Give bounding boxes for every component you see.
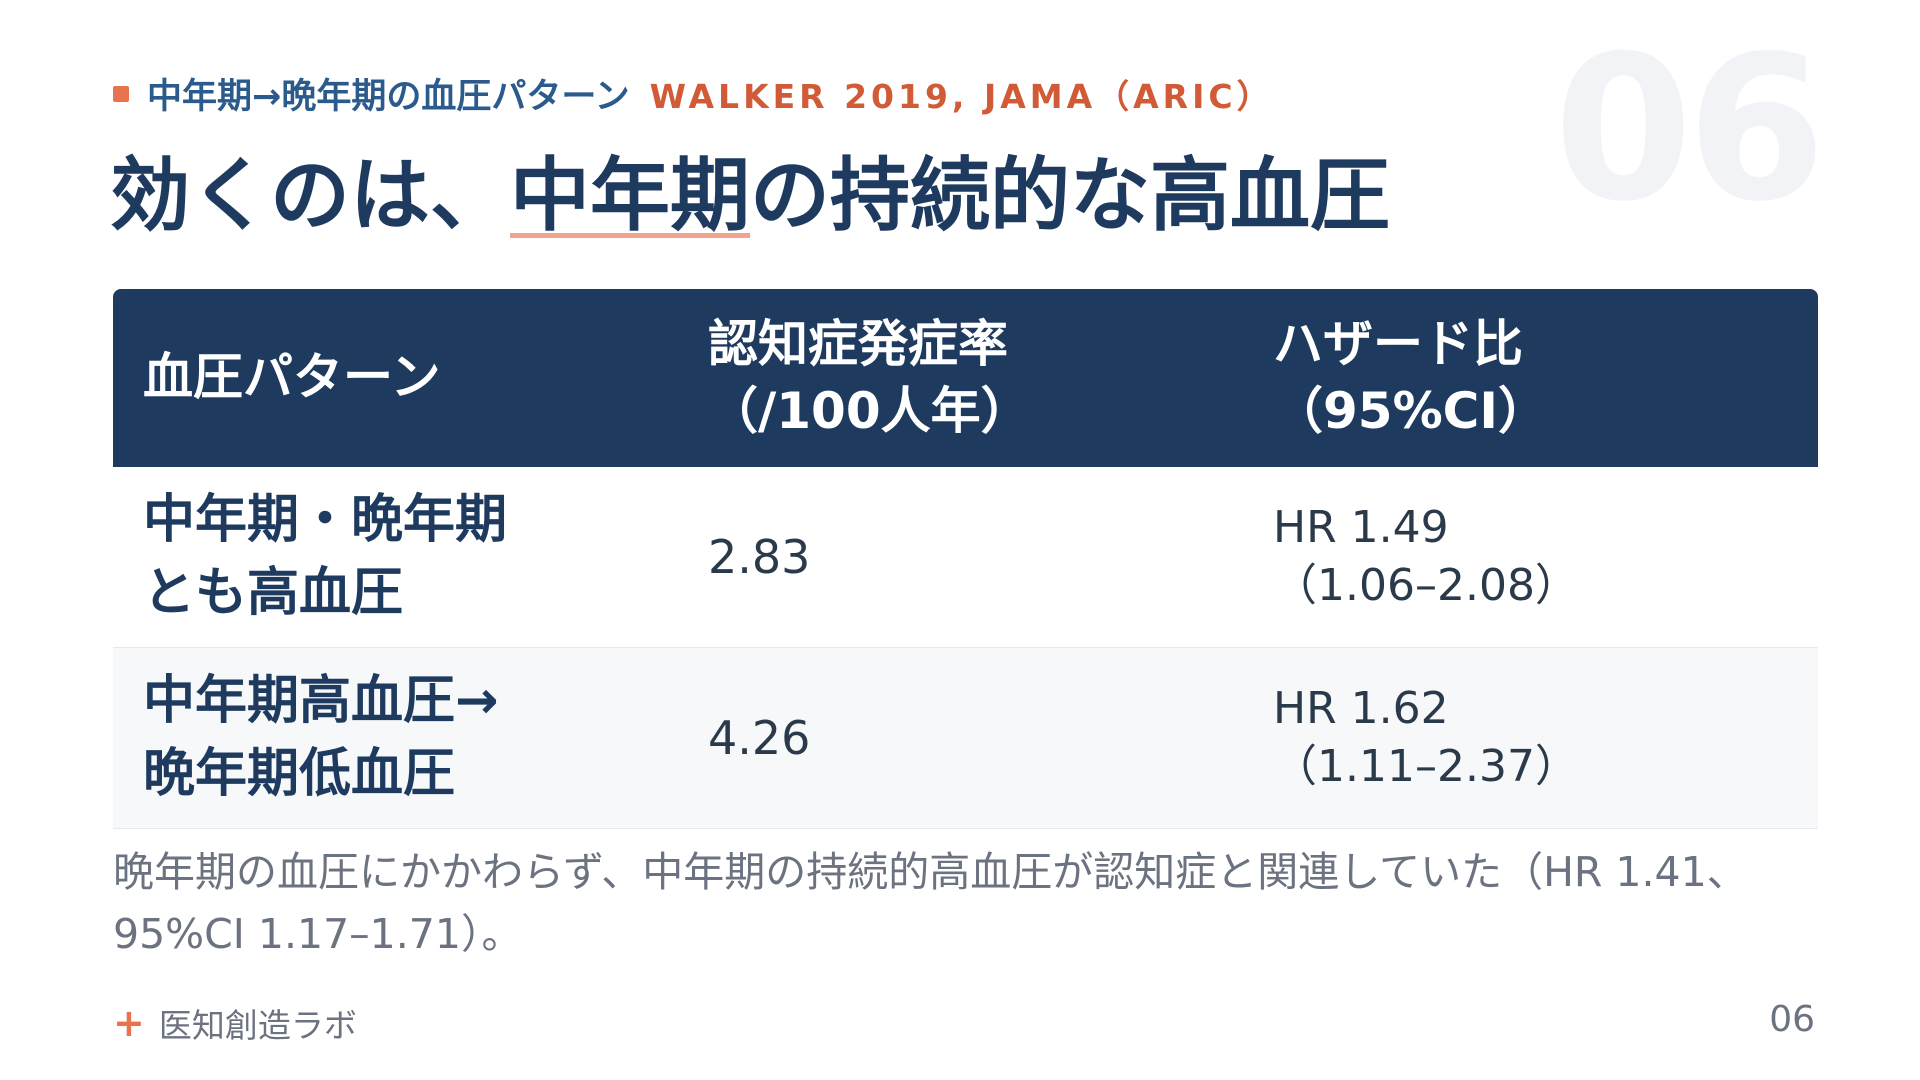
slide-number-watermark: 06 [1553, 13, 1826, 246]
table-header-row: 血圧パターン 認知症発症率 （/100人年） ハザード比 （95%CI） [113, 289, 1818, 467]
cell-hr-value: HR 1.62 [1273, 682, 1449, 734]
cell-hr-value: HR 1.49 [1273, 501, 1449, 553]
table-row: 中年期・晩年期 とも高血圧 2.83 HR 1.49 （1.06–2.08） [113, 467, 1818, 648]
page-number: 06 [1769, 999, 1815, 1040]
header-hr-line1: ハザード比 [1273, 314, 1523, 373]
footnote: 晩年期の血圧にかかわらず、中年期の持続的高血圧が認知症と関連していた（HR 1.… [113, 848, 1748, 958]
kicker-source: WALKER 2019, JAMA（ARIC） [649, 76, 1274, 116]
header-pattern: 血圧パターン [113, 289, 678, 467]
cell-hr: HR 1.62 （1.11–2.37） [1243, 647, 1818, 829]
header-rate-line2: （/100人年） [708, 382, 1031, 440]
cell-pattern-line1: 中年期高血圧→ [143, 671, 499, 732]
header-pattern-label: 血圧パターン [143, 348, 441, 407]
kicker: 中年期→晩年期の血圧パターン WALKER 2019, JAMA（ARIC） [113, 68, 1274, 119]
cell-hr-ci: （1.11–2.37） [1273, 741, 1579, 792]
cell-pattern-line2: とも高血圧 [143, 563, 404, 623]
cell-hr-ci: （1.06–2.08） [1273, 560, 1579, 611]
cell-pattern-line1: 中年期・晩年期 [143, 490, 508, 551]
header-hr-line2: （95%CI） [1273, 382, 1548, 440]
title-prefix: 効くのは、 [110, 149, 510, 242]
blood-pressure-table: 血圧パターン 認知症発症率 （/100人年） ハザード比 （95%CI） 中年期… [113, 289, 1818, 829]
title-highlight: 中年期 [510, 149, 750, 242]
cell-pattern-line2: 晩年期低血圧 [143, 744, 456, 804]
cell-rate: 2.83 [678, 467, 1243, 648]
table-row: 中年期高血圧→ 晩年期低血圧 4.26 HR 1.62 （1.11–2.37） [113, 647, 1818, 829]
title-suffix: の持続的な高血圧 [750, 149, 1390, 242]
square-bullet-icon [113, 85, 129, 102]
cell-rate: 4.26 [678, 647, 1243, 829]
header-hr: ハザード比 （95%CI） [1243, 289, 1818, 467]
header-rate: 認知症発症率 （/100人年） [678, 289, 1243, 467]
cell-hr: HR 1.49 （1.06–2.08） [1243, 467, 1818, 648]
header-rate-line1: 認知症発症率 [708, 314, 1008, 373]
cell-pattern: 中年期・晩年期 とも高血圧 [113, 467, 678, 648]
page-title: 効くのは、中年期の持続的な高血圧 [110, 148, 1390, 244]
kicker-topic: 中年期→晩年期の血圧パターン [147, 77, 630, 117]
footer-brand: + 医知創造ラボ [113, 999, 357, 1047]
plus-icon: + [113, 1001, 145, 1045]
cell-pattern: 中年期高血圧→ 晩年期低血圧 [113, 647, 678, 829]
brand-name: 医知創造ラボ [158, 1006, 357, 1045]
